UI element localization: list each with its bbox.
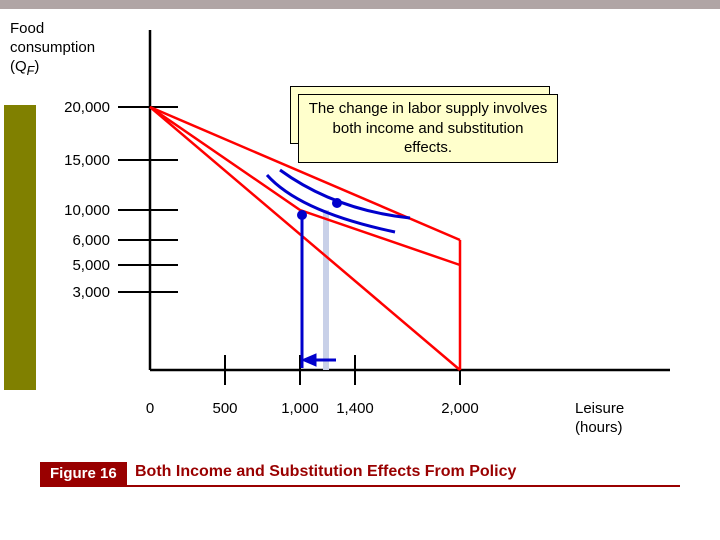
substitution-arrow bbox=[302, 354, 336, 366]
figure-number-tag: Figure 16 bbox=[40, 462, 127, 485]
figure-underline bbox=[40, 485, 680, 487]
xtick-2000: 2,000 bbox=[435, 400, 485, 417]
xtick-1400: 1,400 bbox=[330, 400, 380, 417]
xtick-500: 500 bbox=[205, 400, 245, 417]
budget-lines bbox=[150, 107, 460, 370]
ytick-3000: 3,000 bbox=[55, 284, 110, 301]
ytick-15000: 15,000 bbox=[55, 152, 110, 169]
xtick-1000: 1,000 bbox=[275, 400, 325, 417]
ytick-20000: 20,000 bbox=[55, 99, 110, 116]
ytick-6000: 6,000 bbox=[55, 232, 110, 249]
ytick-5000: 5,000 bbox=[55, 257, 110, 274]
xtick-0: 0 bbox=[140, 400, 160, 417]
figure-title: Both Income and Substitution Effects Fro… bbox=[135, 463, 516, 481]
ytick-10000: 10,000 bbox=[55, 202, 110, 219]
y-ticks bbox=[118, 107, 178, 292]
